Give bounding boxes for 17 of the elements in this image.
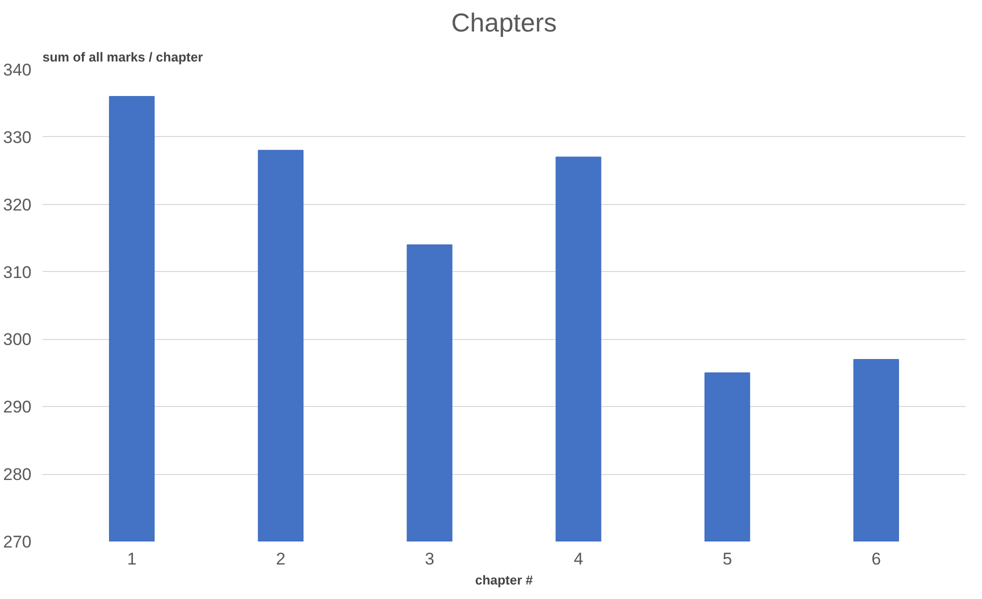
y-tick-label: 280: [3, 465, 32, 484]
y-tick-label: 300: [3, 330, 32, 350]
y-tick-label: 310: [3, 262, 32, 282]
chart-title: Chapters: [451, 8, 557, 38]
y-tick-label: 290: [3, 398, 32, 417]
x-tick-label: 6: [871, 550, 881, 568]
x-tick-label: 4: [574, 550, 584, 568]
x-tick-label: 2: [276, 550, 286, 568]
x-tick-label: 5: [722, 550, 732, 568]
y-tick-label: 270: [3, 532, 32, 552]
y-axis-title: sum of all marks / chapter: [42, 50, 203, 64]
x-axis-title: chapter #: [475, 572, 534, 588]
y-tick-label: 340: [3, 60, 32, 80]
x-tick-label: 1: [127, 550, 137, 568]
y-tick-label: 320: [3, 195, 32, 214]
y-tick-label: 330: [3, 128, 32, 147]
x-tick-label: 3: [424, 550, 434, 568]
